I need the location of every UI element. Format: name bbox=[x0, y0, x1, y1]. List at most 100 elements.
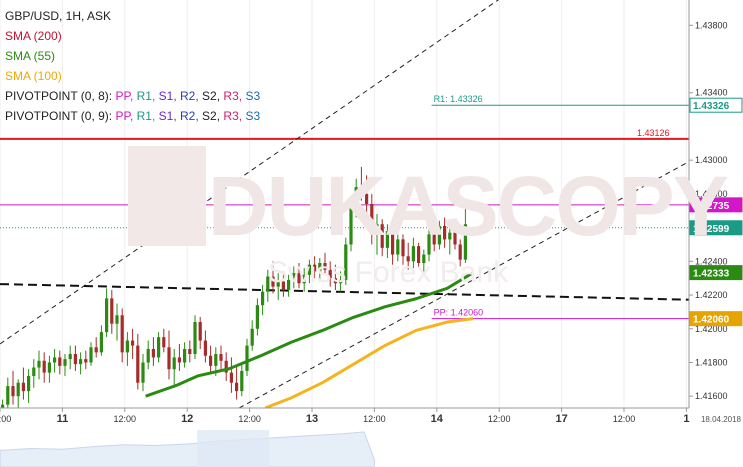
legend-pivot2[interactable]: PIVOTPOINT (0, 9): PP, R1, S1, R2, S2, R… bbox=[5, 106, 260, 126]
y-tick-label: 1.41800 bbox=[695, 357, 728, 367]
candle-body bbox=[354, 187, 358, 208]
y-tick-label: 1.43000 bbox=[695, 155, 728, 165]
price-levels: R1: 1.43326 1.43126 PP: 1.42060 bbox=[0, 94, 695, 320]
candle-body bbox=[458, 244, 462, 260]
candle-body bbox=[370, 204, 374, 235]
x-tick-label: 1 bbox=[683, 413, 689, 425]
price-badge-label: 1.43326 bbox=[693, 101, 730, 112]
candle-body bbox=[385, 230, 389, 248]
trendline-0[interactable] bbox=[0, 0, 562, 345]
candle-body bbox=[380, 224, 384, 248]
candle-body bbox=[437, 225, 441, 245]
candle-body bbox=[214, 354, 218, 366]
y-tick-label: 1.42000 bbox=[695, 324, 728, 334]
legend: GBP/USD, 1H, ASK SMA (200) SMA (55) SMA … bbox=[5, 6, 260, 126]
candle-body bbox=[42, 360, 46, 373]
pivot1-pp: PP, bbox=[115, 89, 134, 103]
y-tick-label: 1.43400 bbox=[695, 88, 728, 98]
candle-body bbox=[307, 264, 311, 275]
x-tick-label: 13 bbox=[306, 413, 318, 425]
pivot1-s1: S1, bbox=[158, 89, 177, 103]
candle-body bbox=[131, 340, 135, 346]
trendline-1[interactable] bbox=[238, 159, 692, 409]
candle-body bbox=[313, 264, 317, 272]
candle-body bbox=[411, 246, 415, 262]
candle-body bbox=[339, 279, 343, 284]
legend-pivot1-prefix: PIVOTPOINT (0, 8): bbox=[5, 89, 113, 103]
candle-body bbox=[271, 276, 275, 287]
date-label: 18.04.2018 bbox=[701, 415, 742, 424]
pivot2-pp: PP, bbox=[115, 109, 134, 123]
candle-body bbox=[27, 375, 31, 392]
sma55-line[interactable] bbox=[145, 271, 474, 398]
x-tick-label: 12:00 bbox=[238, 414, 261, 424]
candle-body bbox=[68, 354, 72, 360]
x-tick-label: 11 bbox=[57, 413, 69, 425]
pivot1-r1: R1, bbox=[136, 89, 156, 103]
x-tick-label: 14 bbox=[431, 413, 444, 425]
pivot2-s1: S1, bbox=[158, 109, 177, 123]
candle-body bbox=[432, 234, 436, 245]
candle-body bbox=[157, 337, 161, 358]
candle-body bbox=[417, 246, 421, 264]
y-tick-label: 1.42200 bbox=[695, 290, 728, 300]
candle-body bbox=[188, 348, 192, 355]
candle-body bbox=[110, 298, 114, 324]
legend-sma55[interactable]: SMA (55) bbox=[5, 49, 56, 63]
y-tick-label: 1.42400 bbox=[695, 256, 728, 266]
candle-body bbox=[422, 254, 426, 264]
navigator-window[interactable] bbox=[197, 430, 269, 467]
x-tick-label: 12:00 bbox=[114, 414, 137, 424]
candle-body bbox=[146, 348, 150, 363]
candle-body bbox=[203, 340, 207, 356]
level-label-red: 1.43126 bbox=[637, 128, 670, 138]
price-badge-label: 1.42060 bbox=[693, 315, 730, 326]
sma100-line[interactable] bbox=[264, 317, 474, 410]
candle-body bbox=[198, 322, 202, 341]
candle-body bbox=[32, 367, 36, 376]
candle-body bbox=[229, 372, 233, 383]
candle-body bbox=[323, 263, 327, 270]
legend-sma100[interactable]: SMA (100) bbox=[5, 69, 62, 83]
pivot2-s3: S3 bbox=[245, 109, 261, 123]
y-tick-label: 1.43800 bbox=[695, 20, 728, 30]
y-tick-label: 1.42800 bbox=[695, 189, 728, 199]
time-axis-bg[interactable] bbox=[0, 408, 743, 430]
candle-body bbox=[375, 224, 379, 235]
candle-body bbox=[427, 234, 431, 255]
candle-body bbox=[250, 328, 254, 346]
candle-body bbox=[105, 298, 109, 333]
candle-body bbox=[235, 382, 239, 392]
candle-body bbox=[79, 359, 83, 365]
candle-body bbox=[167, 347, 171, 370]
legend-sma200[interactable]: SMA (200) bbox=[5, 29, 62, 43]
candle-body bbox=[443, 225, 447, 240]
candle-body bbox=[349, 207, 353, 245]
candle-body bbox=[37, 360, 41, 368]
y-tick-label: 1.41600 bbox=[695, 391, 728, 401]
candle-body bbox=[21, 382, 25, 392]
candle-body bbox=[16, 382, 20, 397]
trendline-2[interactable] bbox=[0, 283, 692, 301]
legend-pivot1[interactable]: PIVOTPOINT (0, 8): PP, R1, S1, R2, S2, R… bbox=[5, 86, 260, 106]
pivot2-r2: R2, bbox=[180, 109, 199, 123]
price-badge-label: 1.42333 bbox=[693, 269, 730, 280]
candle-body bbox=[125, 340, 129, 353]
candle-body bbox=[266, 276, 270, 292]
price-badge bbox=[689, 197, 743, 213]
price-badge bbox=[689, 97, 743, 113]
candle-body bbox=[292, 273, 296, 280]
candle-body bbox=[177, 357, 181, 363]
candle-body bbox=[11, 386, 15, 397]
level-label-R1: R1: 1.43326 bbox=[434, 94, 483, 104]
pivot1-r2: R2, bbox=[180, 89, 199, 103]
legend-instrument: GBP/USD, 1H, ASK bbox=[5, 9, 112, 23]
candle-body bbox=[318, 263, 322, 272]
x-tick-label: 12 bbox=[181, 413, 193, 425]
price-badge bbox=[689, 311, 743, 327]
candle-body bbox=[276, 281, 280, 287]
candle-body bbox=[53, 357, 57, 363]
candle-body bbox=[245, 345, 249, 371]
sma-lines bbox=[145, 271, 474, 410]
